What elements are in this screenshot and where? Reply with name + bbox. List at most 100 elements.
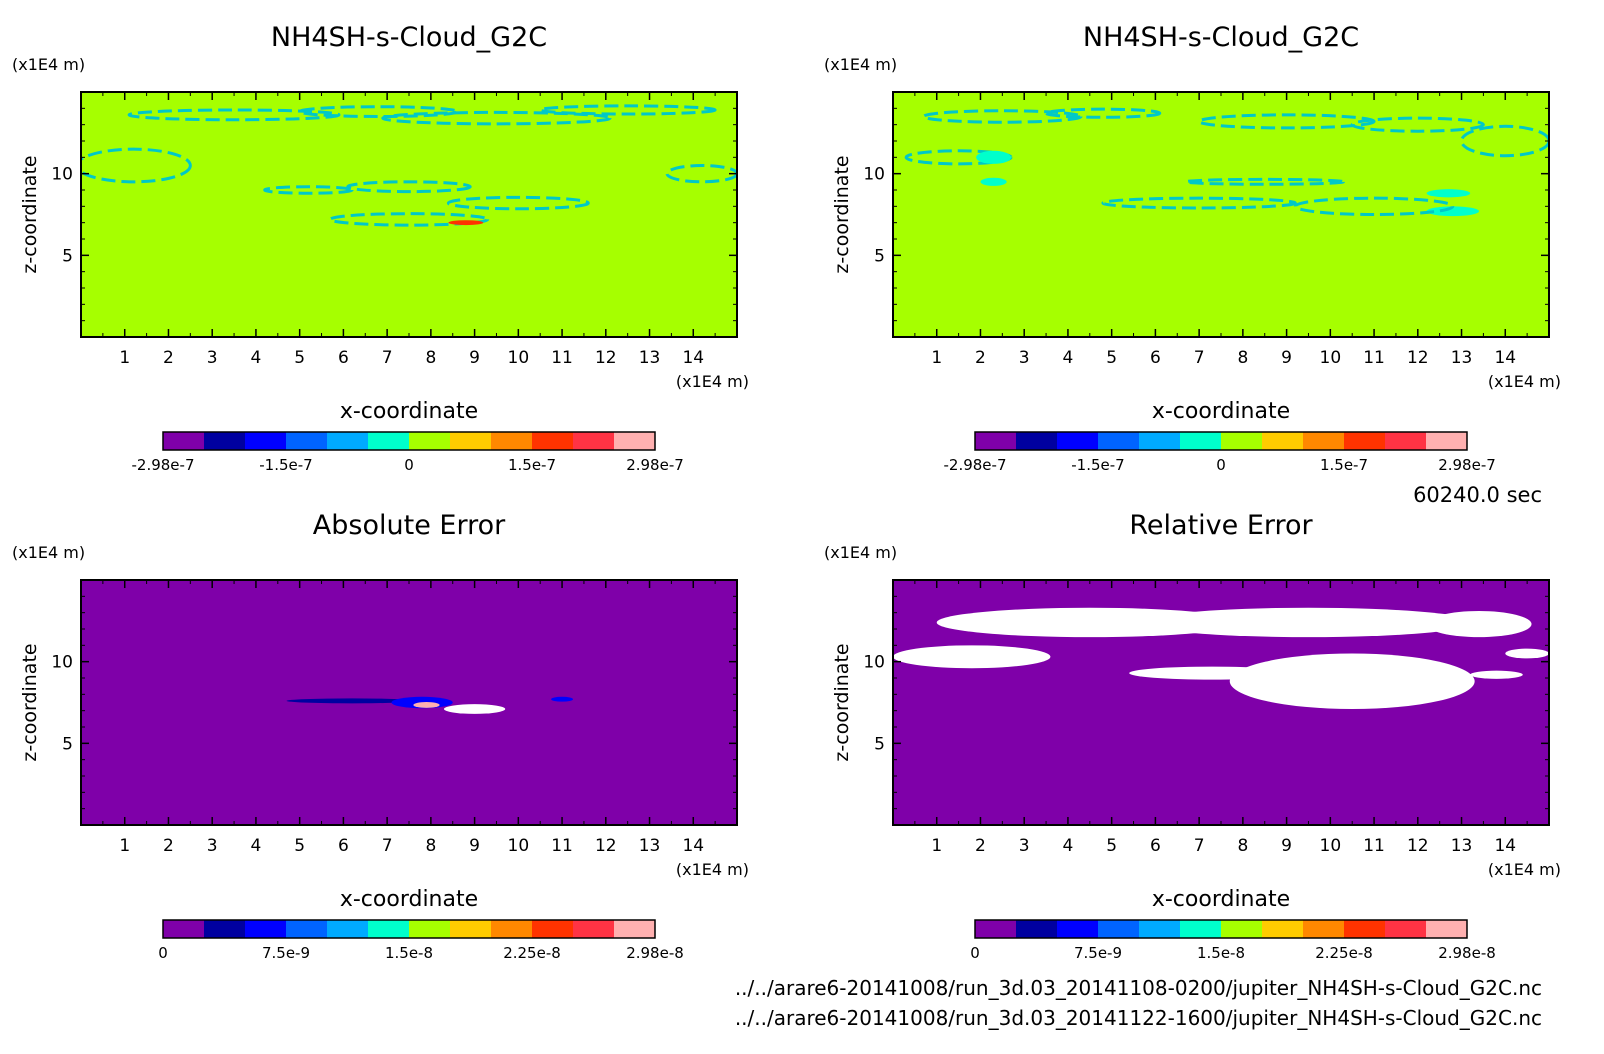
y-tick-label: 10 [863, 653, 885, 673]
colorbar-swatch [368, 432, 410, 450]
field-patch-1 [286, 698, 418, 704]
colorbar-label: 7.5e-9 [1074, 944, 1122, 962]
x-tick-label: 8 [1237, 348, 1248, 368]
chart-title: NH4SH-s-Cloud_G2C [271, 22, 547, 53]
colorbar-swatch [532, 920, 574, 938]
x-axis-label: x-coordinate [340, 399, 478, 424]
x-tick-label: 1 [119, 836, 130, 856]
field-patch-6 [1129, 666, 1296, 680]
field-patch-4 [893, 645, 1051, 669]
y-axis-label: z-coordinate [19, 643, 41, 761]
x-tick-label: 10 [1320, 836, 1342, 856]
field-patch-2 [1142, 607, 1475, 638]
x-tick-label: 3 [1019, 836, 1030, 856]
x-axis-label: x-coordinate [1152, 887, 1290, 912]
colorbar-label: 2.98e-7 [1438, 456, 1496, 474]
x-tick-label: 13 [1451, 836, 1473, 856]
colorbar-label: 2.25e-8 [503, 944, 561, 962]
y-tick-label: 5 [62, 734, 73, 754]
y-tick-label: 5 [874, 734, 885, 754]
x-tick-label: 2 [975, 348, 986, 368]
colorbar-swatch [286, 432, 328, 450]
x-axis-label: x-coordinate [1152, 399, 1290, 424]
colorbar-swatch [1139, 920, 1181, 938]
colorbar-swatch [1426, 432, 1468, 450]
x-tick-label: 10 [508, 348, 530, 368]
colorbar-swatch [1139, 432, 1181, 450]
chart-title: Relative Error [1129, 510, 1313, 541]
colorbar-swatch [1180, 432, 1222, 450]
x-tick-label: 8 [1237, 836, 1248, 856]
x-tick-label: 4 [251, 348, 262, 368]
colorbar-swatch [245, 432, 287, 450]
field-patch-5 [551, 696, 573, 702]
field-layer [286, 696, 573, 714]
chart-panel-2: NH4SH-s-Cloud_G2C(x1E4 m)1 2 3 4 5 6 7 8 9 10 11 12… [824, 22, 1561, 474]
x-tick-label: 2 [163, 348, 174, 368]
y-axis-label: z-coordinate [831, 155, 853, 273]
colorbar-label: -2.98e-7 [132, 456, 195, 474]
x-tick-label: 6 [338, 836, 349, 856]
x-tick-label: 12 [595, 348, 617, 368]
colorbar-swatch [204, 432, 246, 450]
x-tick-label: 9 [469, 348, 480, 368]
x-unit-label: (x1E4 m) [676, 860, 749, 879]
colorbar-label: 0 [970, 944, 980, 962]
colorbar-swatch [1303, 920, 1345, 938]
field-patch-5 [1229, 653, 1475, 710]
y-tick-label: 10 [51, 653, 73, 673]
x-tick-label: 7 [382, 836, 393, 856]
x-tick-label: 9 [1281, 836, 1292, 856]
colorbar-swatch [163, 432, 205, 450]
colorbar-swatch [327, 432, 369, 450]
chart-title: NH4SH-s-Cloud_G2C [1083, 22, 1359, 53]
y-unit-label: (x1E4 m) [12, 543, 85, 562]
x-tick-label: 4 [251, 836, 262, 856]
colorbar-swatch [573, 432, 615, 450]
contour-4 [538, 104, 717, 116]
colorbar-label: 1.5e-7 [1320, 456, 1368, 474]
x-tick-label: 6 [338, 348, 349, 368]
colorbar-frame [974, 919, 1468, 939]
y-tick-label: 10 [863, 165, 885, 185]
x-tick-label: 5 [294, 348, 305, 368]
contour-3 [904, 149, 1013, 166]
x-tick-label: 14 [1494, 836, 1516, 856]
colorbar-swatch [975, 432, 1017, 450]
field-patch-4 [976, 150, 1012, 164]
contour-3 [381, 110, 612, 126]
x-tick-label: 6 [1150, 836, 1161, 856]
colorbar-swatch [409, 432, 451, 450]
x-tick-label: 11 [1363, 836, 1385, 856]
x-tick-label: 5 [1106, 836, 1117, 856]
x-tick-label: 3 [207, 836, 218, 856]
colorbar-label: 7.5e-9 [262, 944, 310, 962]
colorbar-swatch [614, 432, 656, 450]
colorbar-label: 2.25e-8 [1315, 944, 1373, 962]
colorbar-frame [974, 431, 1468, 451]
x-tick-label: 8 [425, 836, 436, 856]
colorbar-swatch [368, 920, 410, 938]
colorbar-frame [162, 919, 656, 939]
chart-panel-3: Absolute Error(x1E4 m)1 2 3 4 5 6 7 8 9 10 11 12 13 1… [12, 510, 749, 962]
x-tick-label: 7 [1194, 836, 1205, 856]
x-tick-label: 11 [1363, 348, 1385, 368]
chart-title: Absolute Error [313, 510, 506, 541]
x-unit-label: (x1E4 m) [1488, 860, 1561, 879]
field-layer [904, 107, 1549, 217]
colorbar-swatch [163, 920, 205, 938]
x-tick-label: 5 [1106, 348, 1117, 368]
file-path-2: ../../arare6-20141008/run_3d.03_20141122… [735, 1006, 1542, 1030]
colorbar-swatch [286, 920, 328, 938]
colorbar-swatch [1385, 920, 1427, 938]
x-tick-label: 11 [551, 348, 573, 368]
colorbar-label: -1.5e-7 [259, 456, 312, 474]
x-tick-label: 3 [207, 348, 218, 368]
colorbar-swatch [1344, 920, 1386, 938]
colorbar-swatch [1180, 920, 1222, 938]
field-patch-8 [1505, 648, 1549, 659]
colorbar-swatch [1221, 432, 1263, 450]
x-tick-label: 1 [931, 348, 942, 368]
x-tick-label: 2 [975, 836, 986, 856]
colorbar-label: -2.98e-7 [944, 456, 1007, 474]
